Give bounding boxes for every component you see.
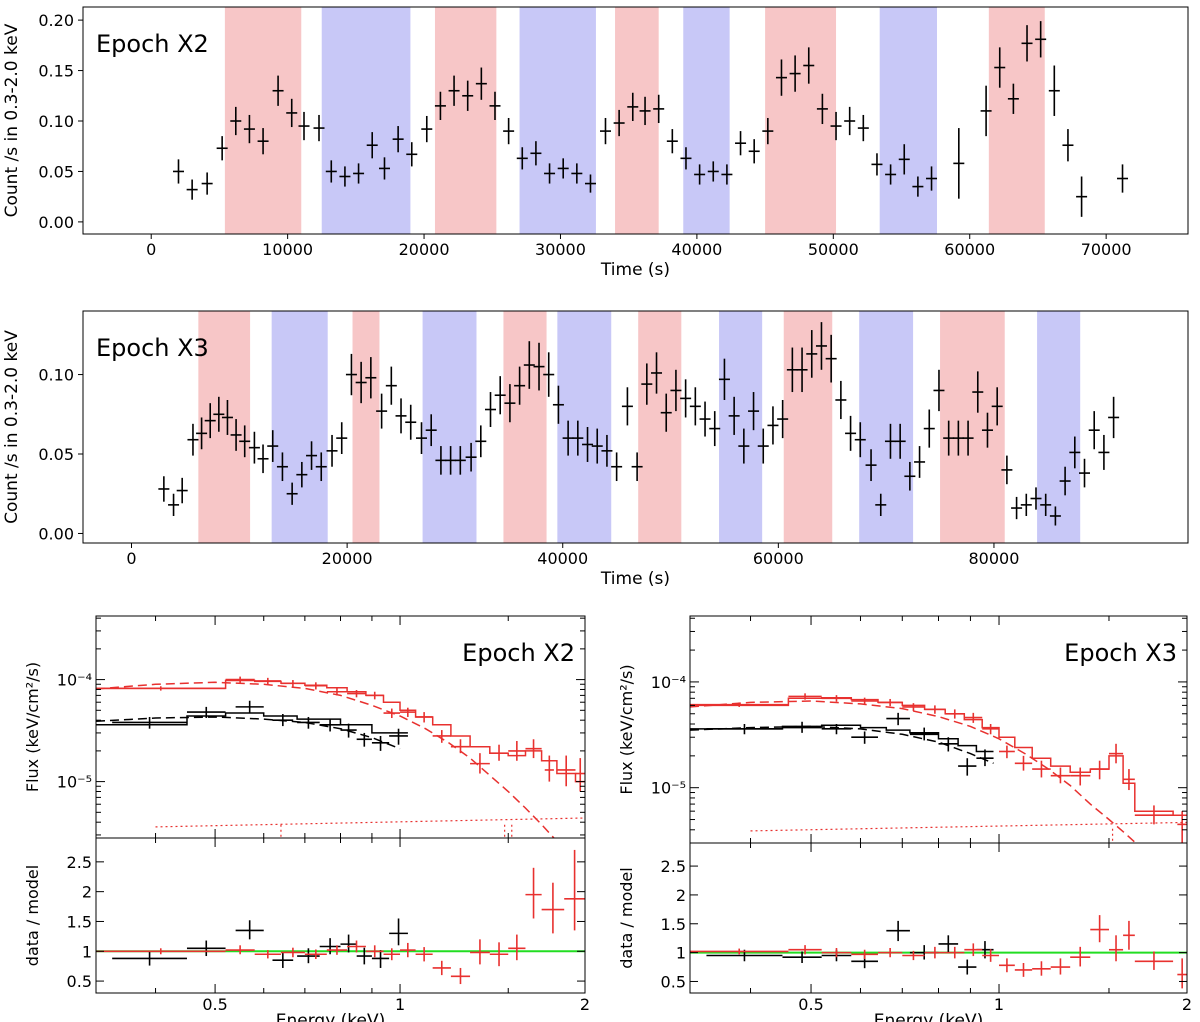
x-axis-label: Energy (keV) — [874, 1011, 984, 1022]
x-tick-label: 1 — [395, 995, 405, 1014]
spectrum-epoch-x3: 0.5 1 2 Energy (keV) 10⁻⁴ 10⁻⁵ Flux (keV/cm²/s… — [617, 615, 1192, 1022]
x-tick-label: 30000 — [535, 240, 586, 259]
x-tick-label: 60000 — [944, 240, 995, 259]
x-tick-label: 1 — [994, 995, 1004, 1014]
x-axis-label: Time (s) — [600, 260, 670, 280]
y-tick-label: 1.5 — [67, 912, 92, 931]
light-curve-epoch-x3: 0 20000 40000 60000 80000 0.00 0.05 0.10 Time (s… — [2, 310, 1189, 589]
black-model-step — [690, 724, 994, 753]
ratio-y-axis-label: data / model — [617, 867, 636, 968]
x-tick-label: 2 — [580, 995, 590, 1014]
y-tick-label: 10⁻⁵ — [651, 779, 686, 798]
shaded-interval — [940, 311, 1005, 543]
x-tick-label: 80000 — [968, 549, 1019, 568]
shaded-interval — [519, 7, 596, 234]
y-tick-label: 2 — [676, 886, 686, 905]
y-tick-label: 0.5 — [661, 972, 686, 991]
ratio-frame — [95, 837, 586, 994]
x-axis-label: Energy (keV) — [276, 1011, 386, 1022]
red-model-dotted — [155, 817, 585, 828]
x-tick-label: 0 — [146, 240, 156, 259]
y-tick-label: 0.15 — [38, 62, 74, 81]
y-tick-label: 1 — [676, 944, 686, 963]
y-tick-label: 0.00 — [38, 213, 74, 232]
y-tick-label: 2.5 — [67, 853, 92, 872]
panel-title: Epoch X2 — [96, 30, 209, 58]
spectrum-epoch-x2: 0.5 1 2 Energy (keV) 10⁻⁴ 10⁻⁵ Flux (keV/cm²/s… — [23, 615, 590, 1022]
y-tick-label: 0.10 — [38, 112, 74, 131]
shaded-interval — [271, 311, 328, 543]
panel-title: Epoch X2 — [462, 639, 575, 667]
y-tick-label: 10⁻⁵ — [57, 773, 92, 792]
y-tick-label: 1.5 — [661, 915, 686, 934]
y-tick-label: 0.00 — [38, 524, 74, 543]
shaded-interval — [683, 7, 730, 234]
y-axis-label: Count /s in 0.3-2.0 keV — [2, 23, 22, 217]
shaded-interval — [859, 311, 914, 543]
shaded-interval — [321, 7, 411, 234]
y-tick-label: 10⁻⁴ — [651, 673, 686, 692]
plot-frame — [82, 310, 1189, 544]
plot-frame — [82, 6, 1189, 235]
shaded-interval — [503, 311, 547, 543]
panel-title: Epoch X3 — [1064, 639, 1177, 667]
ratio-frame — [689, 842, 1188, 994]
shaded-interval — [557, 311, 612, 543]
black-model-step — [96, 712, 408, 734]
shaded-interval — [638, 311, 682, 543]
x-tick-label: 40000 — [671, 240, 722, 259]
y-tick-label: 0.05 — [38, 445, 74, 464]
x-tick-label: 2 — [1182, 995, 1192, 1014]
flux-plot-area — [690, 693, 1187, 843]
light-curve-epoch-x2: 0 10000 20000 30000 40000 50000 60000 70000 0.00… — [2, 6, 1189, 280]
shaded-interval — [719, 311, 763, 543]
flux-y-axis-label: Flux (keV/cm²/s) — [617, 664, 636, 794]
x-axis-label: Time (s) — [600, 569, 670, 589]
x-tick-label: 20000 — [322, 549, 373, 568]
red-model-dashed — [96, 681, 555, 838]
x-tick-label: 20000 — [399, 240, 450, 259]
x-tick-label: 60000 — [753, 549, 804, 568]
shaded-interval — [198, 311, 251, 543]
x-tick-label: 10000 — [262, 240, 313, 259]
flux-y-axis-label: Flux (keV/cm²/s) — [23, 662, 42, 792]
y-tick-label: 0.10 — [38, 366, 74, 385]
shaded-interval — [1037, 311, 1081, 543]
y-tick-label: 0.5 — [67, 972, 92, 991]
x-tick-label: 50000 — [808, 240, 859, 259]
y-tick-label: 0.20 — [38, 11, 74, 30]
black-model-dashed — [690, 725, 994, 764]
x-tick-label: 70000 — [1081, 240, 1132, 259]
x-tick-label: 0 — [126, 549, 136, 568]
panel-title: Epoch X3 — [96, 334, 209, 362]
y-tick-label: 1 — [82, 942, 92, 961]
shaded-interval — [765, 7, 837, 234]
red-model-step — [690, 696, 1187, 816]
y-tick-label: 10⁻⁴ — [57, 671, 92, 690]
shaded-interval — [988, 7, 1045, 234]
flux-plot-area — [96, 676, 585, 838]
ratio-plot-area — [690, 915, 1187, 989]
x-tick-label: 0.5 — [202, 995, 227, 1014]
shaded-interval — [615, 7, 659, 234]
red-model-dashed — [690, 700, 1137, 843]
shaded-interval — [434, 7, 497, 234]
ratio-plot-area — [96, 849, 585, 985]
y-axis-label: Count /s in 0.3-2.0 keV — [2, 330, 22, 524]
y-tick-label: 2.5 — [661, 857, 686, 876]
shaded-interval — [879, 7, 937, 234]
shaded-interval — [352, 311, 380, 543]
y-tick-label: 0.05 — [38, 162, 74, 181]
x-tick-label: 40000 — [537, 549, 588, 568]
y-tick-label: 2 — [82, 883, 92, 902]
x-tick-label: 0.5 — [798, 995, 823, 1014]
ratio-y-axis-label: data / model — [23, 865, 42, 966]
